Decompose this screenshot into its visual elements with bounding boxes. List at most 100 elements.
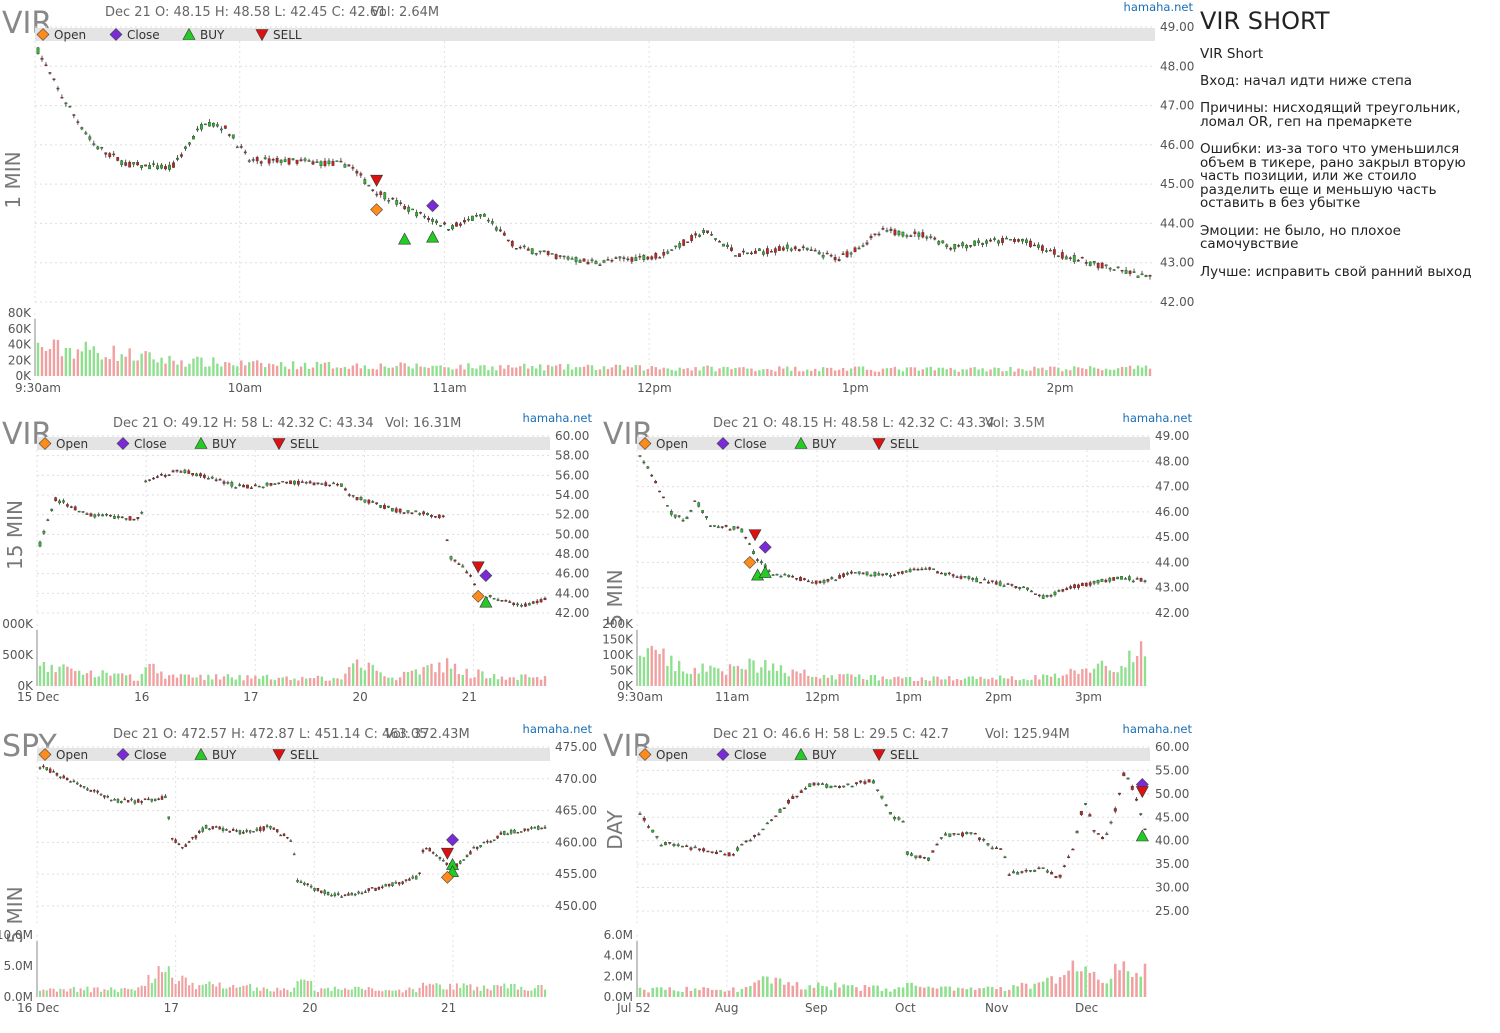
volume-bar xyxy=(756,672,759,686)
candle xyxy=(829,254,833,257)
candle xyxy=(445,539,449,542)
volume-bar xyxy=(340,679,343,686)
volume-bar xyxy=(348,667,351,686)
volume-bar xyxy=(1069,370,1072,376)
candle xyxy=(520,831,523,833)
volume-bar xyxy=(305,678,308,686)
candle xyxy=(908,569,912,573)
candle xyxy=(1075,831,1079,834)
candle xyxy=(689,510,693,512)
volume-bar xyxy=(492,674,496,686)
marker-sell xyxy=(255,29,269,42)
candle xyxy=(55,773,59,776)
candle xyxy=(291,158,295,161)
candle xyxy=(406,510,410,513)
candle xyxy=(104,152,108,155)
volume-bar xyxy=(216,363,219,376)
volume-bar xyxy=(52,988,55,997)
candle xyxy=(59,776,62,779)
candle xyxy=(924,568,928,570)
legend-bar xyxy=(637,748,1150,761)
candle xyxy=(752,551,755,555)
volume-bar xyxy=(814,676,818,686)
candle xyxy=(404,879,408,881)
volume-bar xyxy=(205,983,208,997)
volume-bar xyxy=(279,362,283,376)
candle xyxy=(120,160,124,165)
volume-bar xyxy=(359,667,363,686)
marker-close xyxy=(426,199,440,213)
volume-bar xyxy=(442,989,445,997)
candle xyxy=(123,798,126,801)
candle xyxy=(1048,249,1052,252)
volume-bar xyxy=(794,366,797,376)
volume-bar xyxy=(677,660,681,686)
candle xyxy=(1077,584,1080,588)
volume-bar xyxy=(884,988,888,997)
volume-bar xyxy=(893,677,896,686)
candle xyxy=(148,165,151,170)
candle xyxy=(795,578,798,580)
x-tick-label: 11am xyxy=(715,690,749,704)
volume-bar xyxy=(108,359,111,376)
candle xyxy=(833,785,837,788)
volume-bar xyxy=(296,981,299,997)
candle xyxy=(1112,577,1116,581)
candle xyxy=(500,599,504,602)
volume-bar xyxy=(225,988,228,997)
candle xyxy=(471,215,474,221)
volume-bar xyxy=(658,654,661,686)
candle xyxy=(211,826,215,829)
marker-open xyxy=(370,203,384,217)
candle xyxy=(606,259,610,261)
volume-bar xyxy=(795,982,799,997)
volume-bar xyxy=(38,665,42,686)
volume-bar xyxy=(826,677,830,686)
volume-bar xyxy=(461,675,464,686)
volume-bar xyxy=(445,658,449,686)
candle xyxy=(46,519,50,521)
legend-close-label: Close xyxy=(127,28,160,42)
candle xyxy=(748,543,751,545)
candle xyxy=(403,206,407,210)
candle xyxy=(183,469,187,473)
volume-bar xyxy=(842,674,845,686)
candle xyxy=(785,244,789,249)
volume-bar xyxy=(841,367,845,376)
volume-bar xyxy=(594,370,598,376)
volume-readout: Vol: 372.43M xyxy=(385,727,470,742)
volume-bar xyxy=(181,975,184,997)
candle xyxy=(93,789,96,792)
volume-bar xyxy=(383,676,386,686)
volume-bar xyxy=(214,674,218,686)
volume-bar xyxy=(1116,368,1120,376)
volume-bar xyxy=(59,988,62,997)
volume-bar xyxy=(455,983,458,997)
volume-bar xyxy=(991,677,994,686)
volume-bar xyxy=(978,988,981,997)
candle xyxy=(418,513,422,515)
candle xyxy=(867,779,871,783)
candle xyxy=(439,225,442,227)
y-tick-label: 42.00 xyxy=(1155,606,1189,620)
candle xyxy=(465,854,469,858)
candle xyxy=(535,600,539,604)
volume-bar xyxy=(515,367,518,376)
volume-bar xyxy=(721,671,724,686)
candle xyxy=(296,880,299,883)
candle xyxy=(818,581,822,583)
candle xyxy=(813,250,817,252)
candle xyxy=(756,559,759,561)
candle xyxy=(799,790,803,793)
volume-bar xyxy=(749,985,752,997)
volume-bar xyxy=(846,985,850,997)
volume-bar xyxy=(418,987,421,997)
x-tick-label: 11am xyxy=(432,381,466,395)
volume-bar xyxy=(96,353,99,376)
volume-tick-label: 0K xyxy=(617,679,634,693)
volume-bar xyxy=(86,986,89,997)
candle xyxy=(419,212,423,214)
volume-bar xyxy=(124,675,128,686)
candle xyxy=(928,567,932,570)
candle xyxy=(921,232,925,238)
